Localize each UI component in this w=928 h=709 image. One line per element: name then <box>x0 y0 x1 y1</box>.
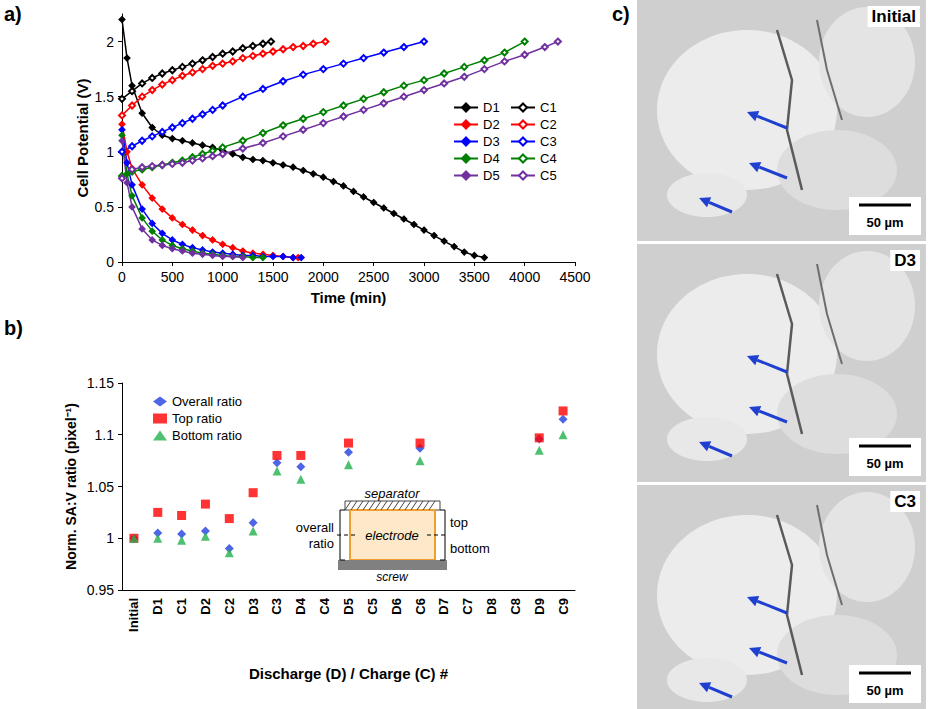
svg-text:Discharge (D) / Charge (C) #: Discharge (D) / Charge (C) # <box>249 665 449 682</box>
svg-text:C3: C3 <box>269 598 284 615</box>
svg-text:500: 500 <box>161 269 185 285</box>
svg-text:C1: C1 <box>174 598 189 615</box>
svg-text:C9: C9 <box>556 598 571 615</box>
svg-text:C5: C5 <box>365 598 380 615</box>
svg-text:D1: D1 <box>150 598 165 615</box>
svg-text:D4: D4 <box>483 151 500 166</box>
svg-text:1: 1 <box>106 530 114 546</box>
svg-text:2: 2 <box>106 34 114 50</box>
svg-text:D5: D5 <box>341 598 356 615</box>
svg-text:Top ratio: Top ratio <box>172 411 222 426</box>
svg-text:D2: D2 <box>198 598 213 615</box>
svg-text:2500: 2500 <box>358 269 389 285</box>
svg-text:1000: 1000 <box>207 269 238 285</box>
svg-text:3500: 3500 <box>459 269 490 285</box>
svg-text:Initial: Initial <box>872 7 916 26</box>
svg-text:D3: D3 <box>246 598 261 615</box>
svg-text:Overall ratio: Overall ratio <box>172 394 242 409</box>
svg-text:0.95: 0.95 <box>87 582 114 598</box>
svg-text:Norm. SA:V ratio (pixel⁻¹): Norm. SA:V ratio (pixel⁻¹) <box>63 403 79 570</box>
svg-text:electrode: electrode <box>365 528 418 543</box>
svg-text:50 µm: 50 µm <box>866 215 903 230</box>
svg-text:C6: C6 <box>413 598 428 615</box>
svg-text:C2: C2 <box>540 117 557 132</box>
svg-text:Time (min): Time (min) <box>311 289 387 306</box>
svg-text:D3: D3 <box>894 251 916 270</box>
svg-text:D6: D6 <box>389 598 404 615</box>
svg-text:D3: D3 <box>483 134 500 149</box>
svg-text:b): b) <box>4 317 23 339</box>
svg-text:D5: D5 <box>483 168 500 183</box>
svg-text:C4: C4 <box>317 597 332 614</box>
svg-text:1.15: 1.15 <box>87 375 114 391</box>
svg-text:1500: 1500 <box>257 269 288 285</box>
svg-text:4000: 4000 <box>509 269 540 285</box>
svg-text:50 µm: 50 µm <box>866 683 903 698</box>
svg-text:D1: D1 <box>483 100 500 115</box>
svg-text:overall: overall <box>296 520 334 535</box>
svg-text:screw: screw <box>376 570 409 584</box>
svg-text:Cell Potential (V): Cell Potential (V) <box>74 78 91 197</box>
svg-text:D7: D7 <box>436 598 451 615</box>
svg-text:4500: 4500 <box>559 269 590 285</box>
svg-text:C1: C1 <box>540 100 557 115</box>
svg-text:Initial: Initial <box>126 598 141 632</box>
svg-text:D8: D8 <box>484 598 499 615</box>
svg-text:C3: C3 <box>540 134 557 149</box>
svg-text:C4: C4 <box>540 151 557 166</box>
svg-text:1: 1 <box>106 144 114 160</box>
svg-text:C3: C3 <box>894 492 916 511</box>
svg-text:C7: C7 <box>460 598 475 615</box>
svg-text:Bottom ratio: Bottom ratio <box>172 428 242 443</box>
svg-text:c): c) <box>612 3 630 25</box>
svg-text:separator: separator <box>365 486 421 501</box>
svg-text:D4: D4 <box>293 597 308 614</box>
svg-text:0.5: 0.5 <box>95 199 115 215</box>
svg-text:3000: 3000 <box>408 269 439 285</box>
svg-text:ratio: ratio <box>309 536 334 551</box>
svg-text:50 µm: 50 µm <box>866 456 903 471</box>
svg-text:top: top <box>450 515 468 530</box>
svg-text:0: 0 <box>106 254 114 270</box>
svg-text:C8: C8 <box>508 598 523 615</box>
svg-text:bottom: bottom <box>450 541 490 556</box>
svg-text:D9: D9 <box>532 598 547 615</box>
svg-text:2000: 2000 <box>308 269 339 285</box>
svg-text:1.05: 1.05 <box>87 479 114 495</box>
svg-text:1.5: 1.5 <box>95 89 115 105</box>
svg-text:D2: D2 <box>483 117 500 132</box>
svg-text:1.1: 1.1 <box>95 427 115 443</box>
svg-text:C2: C2 <box>222 598 237 615</box>
svg-text:0: 0 <box>118 269 126 285</box>
svg-text:C5: C5 <box>540 168 557 183</box>
svg-text:a): a) <box>4 3 22 25</box>
